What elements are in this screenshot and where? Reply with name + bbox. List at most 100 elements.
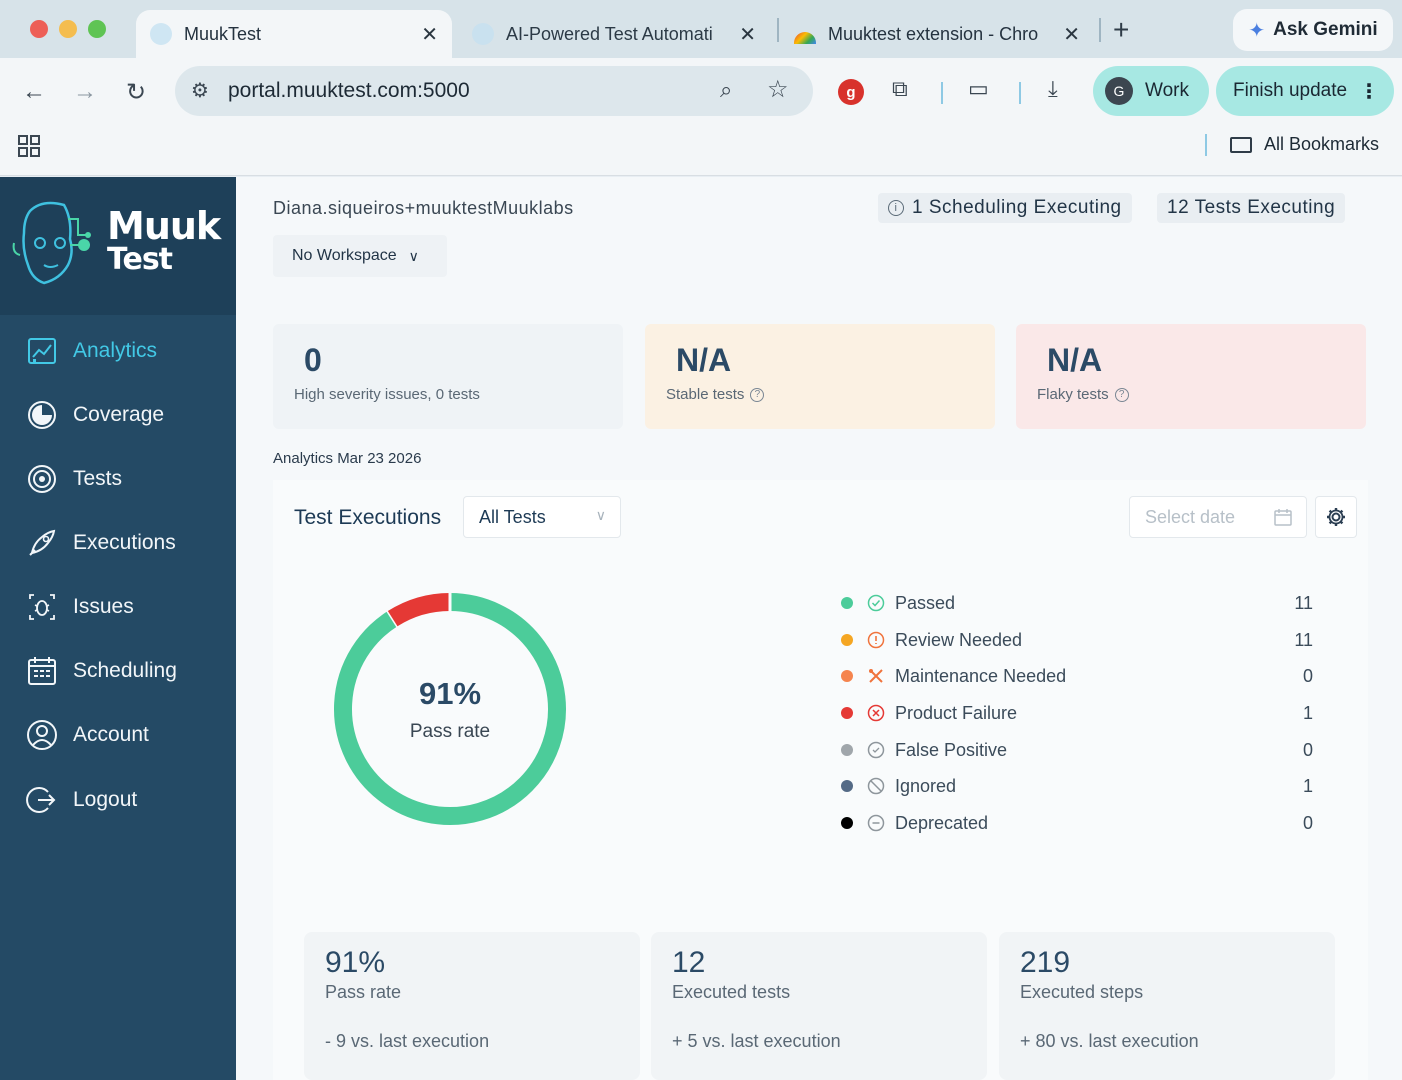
legend-color-dot bbox=[841, 817, 853, 829]
tab-title: MuukTest bbox=[184, 23, 262, 44]
legend-item-product-failure[interactable]: Product Failure 1 bbox=[841, 698, 1341, 728]
close-tab-icon[interactable]: ✕ bbox=[739, 23, 756, 46]
reload-icon[interactable]: ↻ bbox=[126, 79, 147, 106]
zoom-icon[interactable]: ⌕ bbox=[720, 77, 733, 102]
muuktest-favicon-icon bbox=[150, 23, 172, 45]
tests-filter-select[interactable]: All Tests ∨ bbox=[463, 496, 621, 538]
legend-color-dot bbox=[841, 744, 853, 756]
help-icon[interactable]: ? bbox=[1114, 387, 1129, 402]
legend-item-false-positive[interactable]: False Positive 0 bbox=[841, 735, 1341, 765]
close-tab-icon[interactable]: ✕ bbox=[1063, 23, 1080, 46]
back-arrow-icon[interactable]: ← bbox=[22, 78, 46, 105]
close-tab-icon[interactable]: ✕ bbox=[421, 23, 438, 46]
legend-label: False Positive bbox=[895, 739, 1008, 760]
legend-count: 11 bbox=[1294, 592, 1313, 613]
toolbar-separator bbox=[1019, 82, 1021, 104]
logo-wordmark: Muuk Test bbox=[107, 204, 221, 277]
folder-icon bbox=[1230, 136, 1252, 153]
stat-value: N/A bbox=[676, 342, 732, 378]
help-icon[interactable]: ? bbox=[750, 387, 765, 402]
tab-title: AI-Powered Test Automati bbox=[506, 23, 713, 44]
legend-label: Ignored bbox=[895, 775, 957, 796]
donut-slice-passed[interactable] bbox=[334, 593, 566, 825]
forward-arrow-icon[interactable]: → bbox=[73, 78, 97, 105]
logo[interactable]: Muuk Test bbox=[0, 177, 236, 315]
rocket-icon bbox=[26, 527, 58, 559]
finish-update-button[interactable]: Finish update ⋮ bbox=[1216, 66, 1394, 116]
legend-count: 1 bbox=[1302, 775, 1313, 796]
analytics-icon bbox=[26, 335, 58, 367]
gear-icon bbox=[1327, 508, 1345, 526]
workspace-dropdown[interactable]: No Workspace ∨ bbox=[273, 235, 447, 277]
site-settings-icon[interactable]: ⚙ bbox=[191, 80, 209, 102]
summary-delta: + 5 vs. last execution bbox=[672, 1031, 841, 1051]
extensions-puzzle-icon[interactable]: ⧉ bbox=[892, 76, 908, 101]
tab-muuktest[interactable]: MuukTest ✕ bbox=[136, 10, 452, 58]
legend-item-ignored[interactable]: Ignored 1 bbox=[841, 771, 1341, 801]
sidebar-item-label: Tests bbox=[73, 467, 123, 490]
donut-slice-product-failure[interactable] bbox=[387, 593, 451, 627]
sidebar-item-executions[interactable]: Executions bbox=[0, 518, 236, 568]
legend-color-dot bbox=[841, 707, 853, 719]
legend-item-deprecated[interactable]: Deprecated 0 bbox=[841, 808, 1341, 838]
address-bar[interactable]: ⚙ portal.muuktest.com:5000 ⌕ ☆ bbox=[175, 66, 813, 116]
tests-icon bbox=[26, 463, 58, 495]
sidebar-item-label: Issues bbox=[73, 595, 134, 618]
sidebar-item-logout[interactable]: Logout bbox=[0, 775, 236, 825]
sidebar-item-tests[interactable]: Tests bbox=[0, 454, 236, 504]
summary-executed-tests-card: 12 Executed tests + 5 vs. last execution bbox=[651, 932, 987, 1080]
cast-search-icon[interactable]: ▭ bbox=[968, 76, 989, 101]
summary-label: Executed steps bbox=[1020, 982, 1144, 1002]
sidebar-item-coverage[interactable]: Coverage bbox=[0, 390, 236, 440]
stat-label: High severity issues, 0 tests bbox=[294, 386, 480, 403]
legend-label: Maintenance Needed bbox=[895, 665, 1067, 686]
stat-value: N/A bbox=[1047, 342, 1103, 378]
legend-item-maintenance-needed[interactable]: Maintenance Needed 0 bbox=[841, 661, 1341, 691]
bookmark-separator bbox=[1205, 134, 1207, 156]
all-bookmarks-label: All Bookmarks bbox=[1264, 134, 1380, 154]
legend-count: 0 bbox=[1302, 665, 1313, 686]
tests-executing-status[interactable]: 12 Tests Executing bbox=[1157, 193, 1346, 223]
bookmark-star-icon[interactable]: ☆ bbox=[767, 76, 789, 103]
stat-label: Flaky tests? bbox=[1037, 386, 1129, 403]
bug-icon bbox=[26, 591, 58, 623]
legend-item-review-needed[interactable]: Review Needed 11 bbox=[841, 625, 1341, 655]
apps-grid-icon[interactable] bbox=[18, 135, 40, 163]
date-picker-input[interactable]: Select date bbox=[1129, 496, 1307, 538]
legend-item-passed[interactable]: Passed 11 bbox=[841, 588, 1341, 618]
legend-color-dot bbox=[841, 780, 853, 792]
url-text[interactable]: portal.muuktest.com:5000 bbox=[228, 79, 470, 102]
download-icon[interactable]: ⤓ bbox=[1048, 76, 1058, 101]
window-close-button[interactable] bbox=[30, 20, 48, 38]
scheduling-status[interactable]: i 1 Scheduling Executing bbox=[878, 193, 1132, 223]
tab-title: Muuktest extension - Chro bbox=[828, 23, 1039, 44]
logout-icon bbox=[26, 784, 58, 816]
sidebar-item-label: Logout bbox=[73, 788, 138, 811]
more-vert-icon[interactable]: ⋮ bbox=[1359, 80, 1380, 103]
sidebar-item-account[interactable]: Account bbox=[0, 710, 236, 760]
sidebar-item-scheduling[interactable]: Scheduling bbox=[0, 646, 236, 696]
sidebar-item-label: Scheduling bbox=[73, 659, 177, 682]
all-bookmarks-button[interactable]: All Bookmarks bbox=[1230, 134, 1379, 155]
grammarly-extension-icon[interactable]: g bbox=[838, 79, 864, 105]
legend-count: 1 bbox=[1302, 702, 1313, 723]
tools-icon bbox=[867, 667, 885, 685]
profile-button[interactable]: G Work bbox=[1093, 66, 1209, 116]
sidebar: Muuk Test Analytics Coverage Tests Execu… bbox=[0, 177, 236, 1080]
muuktest-face-icon bbox=[12, 201, 91, 285]
window-minimize-button[interactable] bbox=[59, 20, 77, 38]
legend-count: 11 bbox=[1294, 629, 1313, 650]
settings-button[interactable] bbox=[1315, 496, 1357, 538]
tab-ai-powered[interactable]: AI-Powered Test Automati ✕ bbox=[460, 10, 770, 58]
tab-extension[interactable]: Muuktest extension - Chro ✕ bbox=[784, 10, 1094, 58]
summary-value: 219 bbox=[1020, 946, 1071, 979]
ask-gemini-button[interactable]: ✦ Ask Gemini bbox=[1233, 9, 1393, 51]
user-icon bbox=[26, 719, 58, 751]
window-maximize-button[interactable] bbox=[88, 20, 106, 38]
sidebar-item-analytics[interactable]: Analytics bbox=[0, 326, 236, 376]
pass-rate-donut bbox=[334, 592, 566, 825]
tab-separator bbox=[777, 18, 779, 42]
new-tab-icon[interactable]: + bbox=[1113, 14, 1130, 45]
sidebar-item-issues[interactable]: Issues bbox=[0, 582, 236, 632]
summary-executed-steps-card: 219 Executed steps + 80 vs. last executi… bbox=[999, 932, 1335, 1080]
